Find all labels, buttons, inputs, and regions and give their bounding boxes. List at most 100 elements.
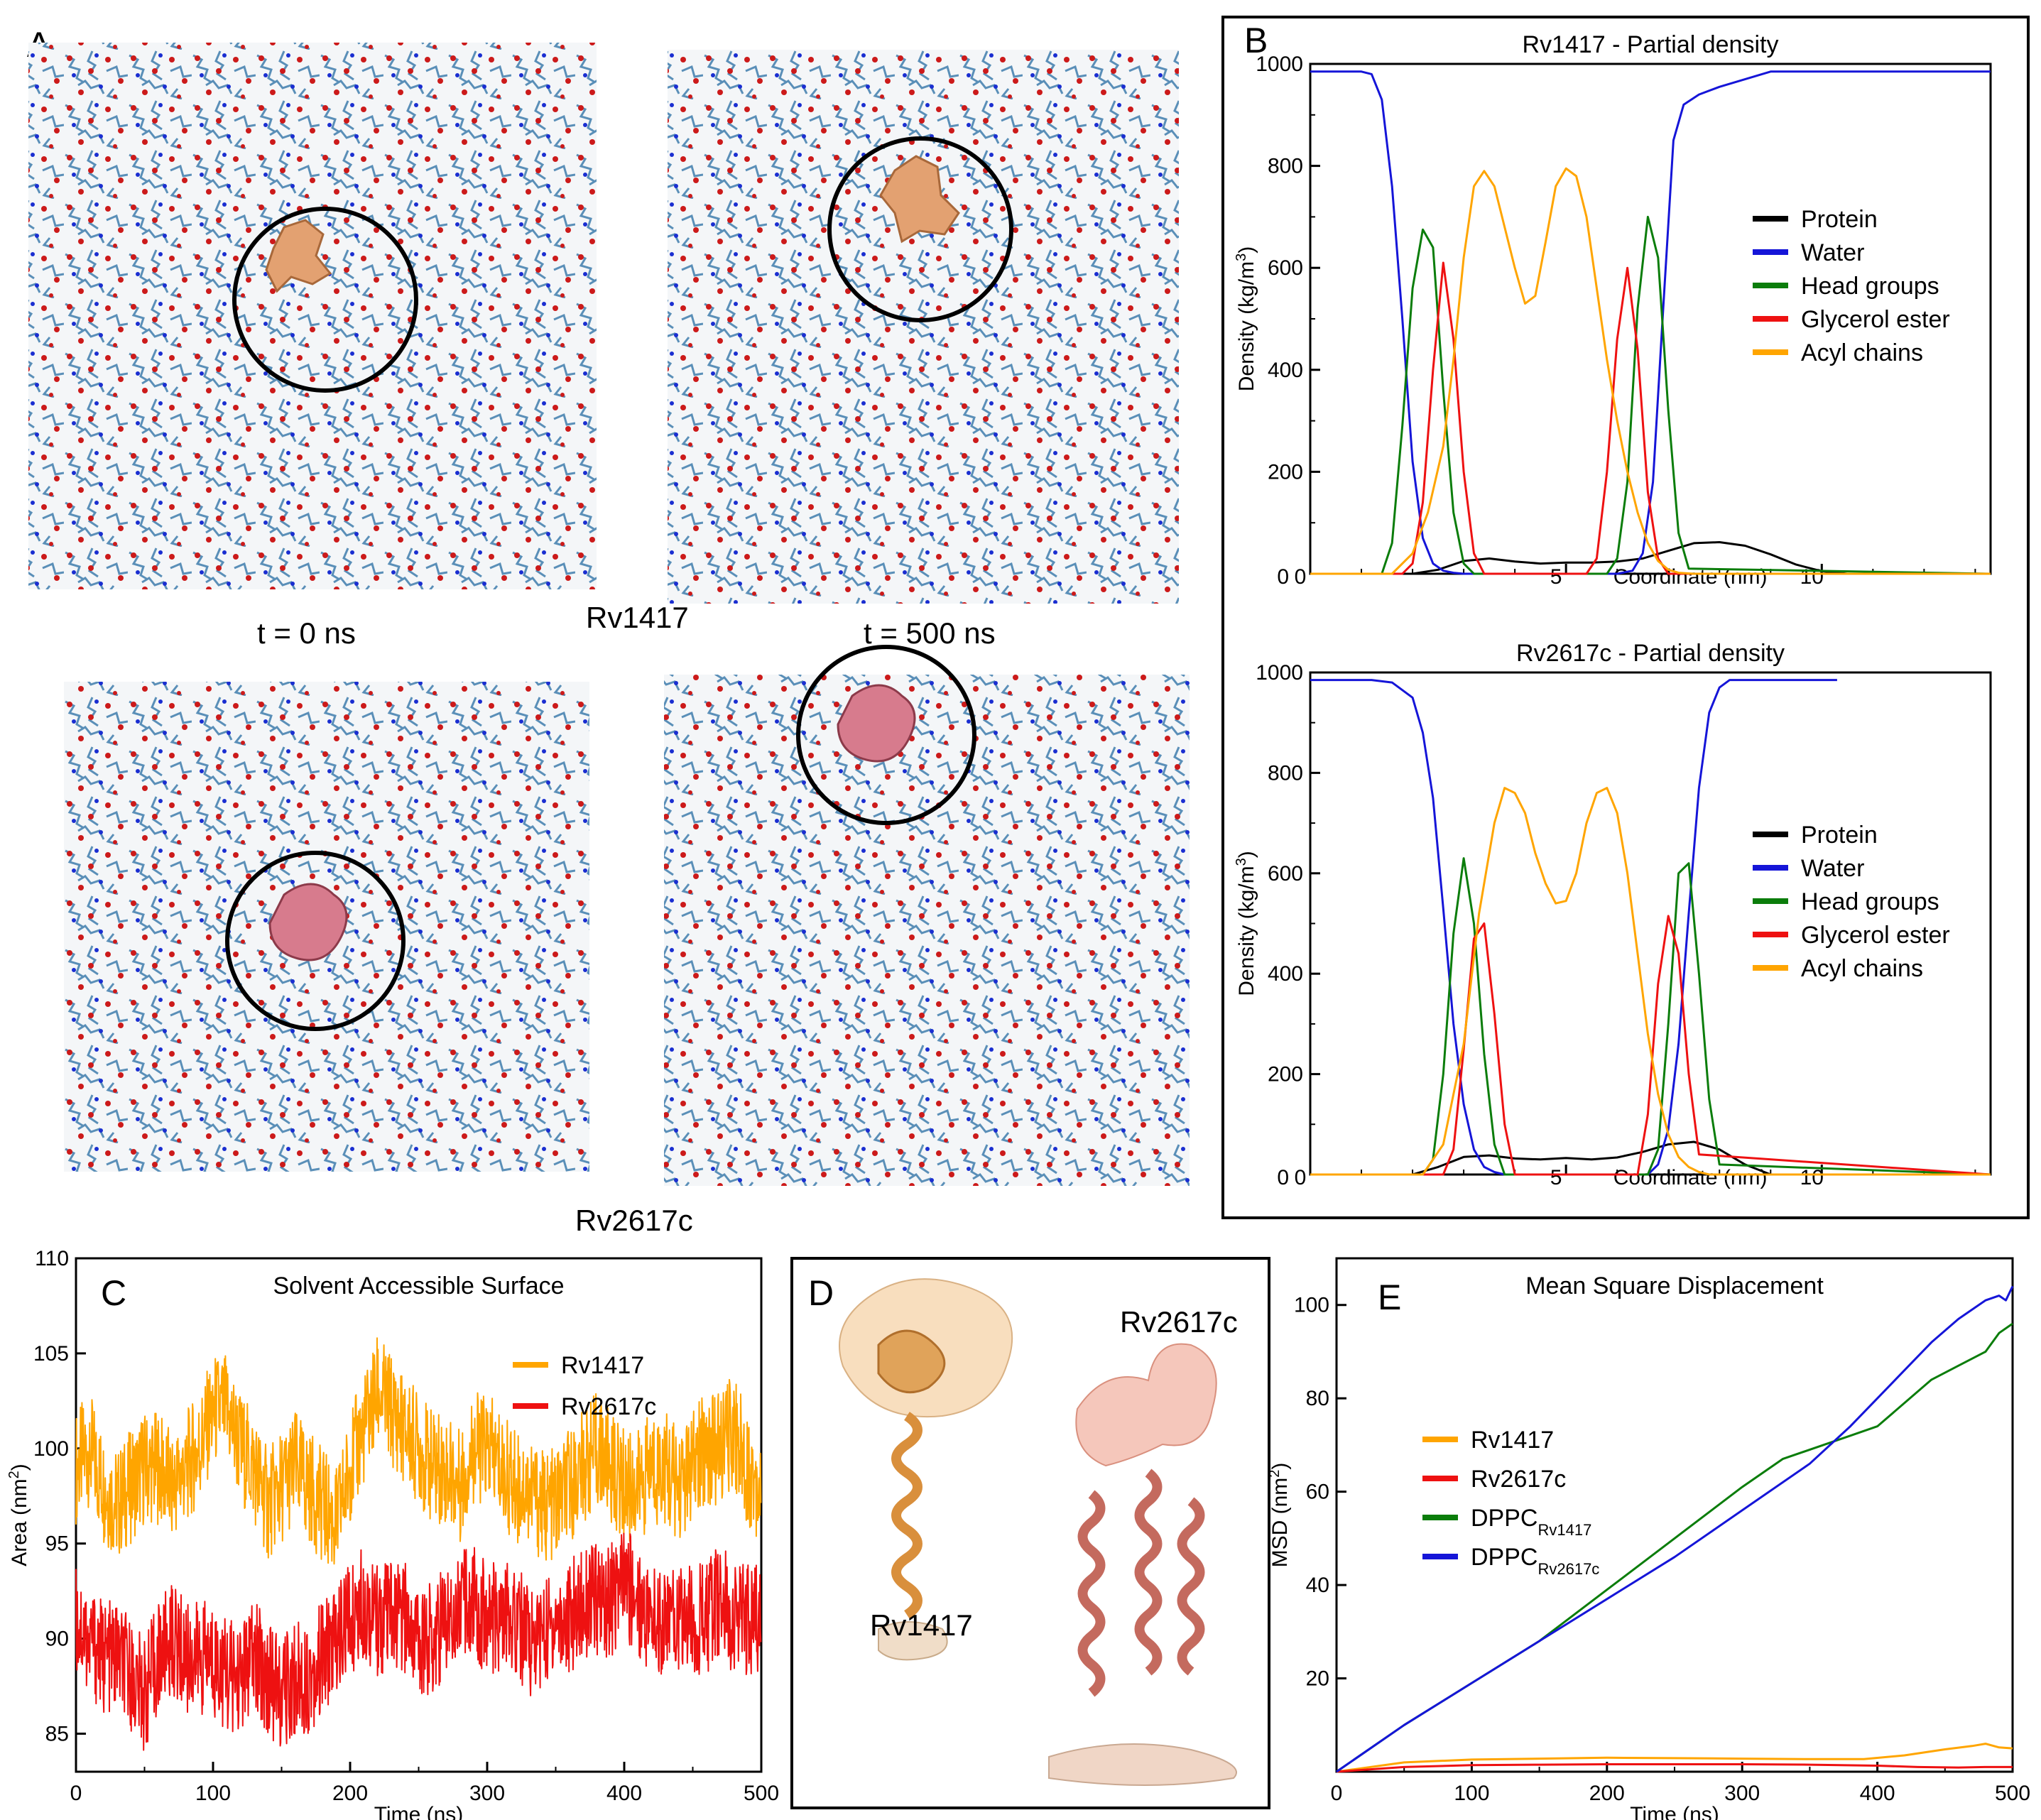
y-tick-label: 100 — [33, 1437, 69, 1461]
y-tick-label: 110 — [35, 1247, 69, 1270]
y-tick-label: 1000 — [1256, 661, 1303, 685]
x-tick-label: 100 — [195, 1782, 231, 1805]
legend-label: DPPCRv1417 — [1471, 1505, 1591, 1539]
panel-d-letter: D — [808, 1273, 834, 1313]
x-tick-label: 400 — [606, 1782, 642, 1805]
label-rv1417-d: Rv1417 — [870, 1608, 973, 1642]
series-line — [1310, 915, 1991, 1176]
series-line — [1310, 1140, 1991, 1176]
legend-label: Glycerol ester — [1801, 306, 1950, 333]
chart-title: Mean Square Displacement — [1525, 1273, 1824, 1299]
y-tick-label: 85 — [45, 1722, 69, 1745]
series-line — [1336, 1763, 2013, 1773]
series-line — [1310, 541, 1991, 575]
panel-b-box — [1221, 16, 2030, 1219]
series-line — [1310, 167, 1991, 575]
legend-label: Water — [1801, 855, 1864, 882]
y-tick-label: 95 — [45, 1532, 69, 1556]
series-line — [1310, 215, 1991, 575]
legend-label: Head groups — [1801, 273, 1939, 300]
legend-label: Glycerol ester — [1801, 922, 1950, 949]
series-line — [75, 1337, 762, 1565]
chart-title: Solvent Accessible Surface — [273, 1273, 564, 1299]
legend-label: Rv2617c — [1471, 1466, 1566, 1493]
chart-title: Rv1417 - Partial density — [1523, 31, 1779, 58]
x-tick-label: 0 — [1331, 1782, 1343, 1805]
y-tick-label: 800 — [1268, 155, 1303, 178]
panel-e-letter: E — [1378, 1277, 1402, 1317]
y-tick-label: 40 — [1306, 1574, 1329, 1597]
y-tick-label: 1000 — [1256, 53, 1303, 76]
y-axis-label: Density (kg/m3) — [1234, 851, 1258, 996]
legend-label: Water — [1801, 239, 1864, 266]
x-axis-label: Time (ns) — [1630, 1803, 1719, 1820]
protein-structures — [839, 1278, 1237, 1786]
panel-b-letter: B — [1244, 21, 1268, 60]
series-line — [1336, 1743, 2013, 1773]
series-line — [1310, 261, 1991, 575]
x-tick-label: 200 — [1589, 1782, 1625, 1805]
y-tick-label: 105 — [33, 1342, 69, 1366]
x-tick-label: 100 — [1454, 1782, 1489, 1805]
snapshot-rv2617c-t500 — [664, 645, 1190, 1186]
x-tick-label: 500 — [744, 1782, 779, 1805]
y-tick-label: 400 — [1268, 359, 1303, 382]
rv2617c-structure — [1048, 1343, 1237, 1786]
legend-label: Rv1417 — [1471, 1427, 1554, 1454]
snapshot-rv1417-t0 — [28, 43, 597, 589]
x-tick-label: 0 — [1295, 565, 1307, 589]
series-line — [1310, 787, 1991, 1176]
snapshot-rv2617c-t0 — [64, 682, 589, 1172]
x-tick-label: 5 — [1550, 565, 1562, 589]
legend-label: Protein — [1801, 206, 1878, 233]
series-line — [1336, 1285, 2014, 1773]
panel-a-snapshots — [28, 43, 1190, 1186]
label-t0: t = 0 ns — [257, 616, 356, 650]
legend-label: Rv2617c — [561, 1393, 656, 1420]
chart-title: Rv2617c - Partial density — [1516, 640, 1785, 667]
x-tick-label: 300 — [1724, 1782, 1760, 1805]
label-rv1417-a: Rv1417 — [586, 601, 689, 634]
x-tick-label: 300 — [469, 1782, 505, 1805]
x-axis-label: Time (ns) — [374, 1803, 464, 1820]
y-axis-label: MSD (nm2) — [1267, 1463, 1292, 1568]
y-tick-label: 600 — [1268, 256, 1303, 280]
label-t500: t = 500 ns — [864, 616, 996, 650]
y-axis-label: Area (nm2) — [6, 1464, 31, 1566]
rv1417-structure — [839, 1278, 1013, 1661]
y-tick-label: 90 — [45, 1628, 69, 1651]
panel-c-letter: C — [101, 1273, 127, 1313]
y-tick-label: 800 — [1268, 761, 1303, 785]
label-rv2617c-d: Rv2617c — [1120, 1305, 1238, 1339]
y-tick-label: 200 — [1268, 1063, 1303, 1086]
x-tick-label: 500 — [1995, 1782, 2030, 1805]
series-line — [75, 1532, 762, 1751]
y-tick-label: 0 — [1277, 565, 1289, 589]
y-tick-label: 200 — [1268, 460, 1303, 484]
y-tick-label: 100 — [1294, 1294, 1329, 1317]
legend-label: Acyl chains — [1801, 339, 1923, 366]
y-tick-label: 80 — [1306, 1387, 1329, 1410]
y-tick-label: 60 — [1306, 1481, 1329, 1504]
legend-label: Rv1417 — [561, 1352, 644, 1379]
y-tick-label: 600 — [1268, 862, 1303, 886]
x-tick-label: 0 — [70, 1782, 82, 1805]
label-rv2617c-a: Rv2617c — [575, 1204, 693, 1237]
legend-label: DPPCRv2617c — [1471, 1544, 1599, 1578]
x-tick-label: 400 — [1860, 1782, 1895, 1805]
y-axis-label: Density (kg/m3) — [1234, 246, 1258, 392]
y-tick-label: 400 — [1268, 962, 1303, 986]
x-tick-label: 200 — [332, 1782, 368, 1805]
x-tick-label: 0 — [1295, 1166, 1307, 1189]
legend-label: Head groups — [1801, 888, 1939, 915]
y-tick-label: 0 — [1277, 1166, 1289, 1189]
y-tick-label: 20 — [1306, 1667, 1329, 1691]
x-tick-label: 10 — [1800, 1166, 1824, 1189]
series-line — [1310, 857, 1991, 1176]
snapshot-rv1417-t500 — [668, 50, 1179, 604]
legend-label: Protein — [1801, 822, 1878, 849]
